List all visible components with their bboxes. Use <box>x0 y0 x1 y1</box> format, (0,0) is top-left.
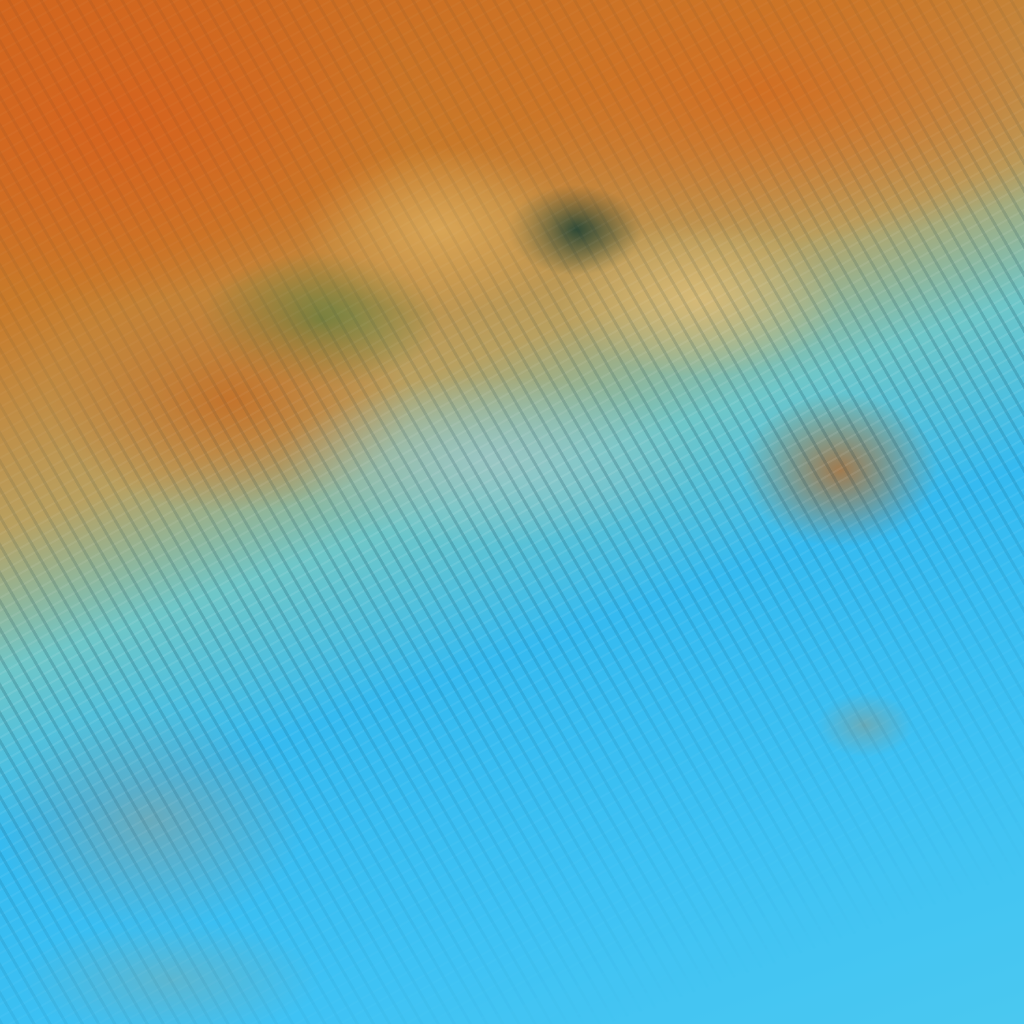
cloud-streak-texture <box>0 0 1024 1024</box>
satellite-image <box>0 0 1024 1024</box>
sea-region <box>0 0 1024 1024</box>
